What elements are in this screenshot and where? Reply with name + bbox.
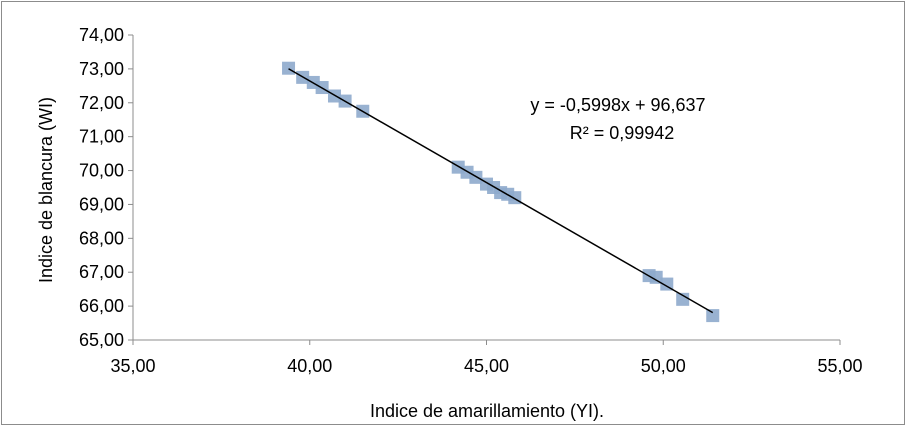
y-tick-label: 74,00 — [79, 25, 124, 45]
data-point — [676, 292, 690, 306]
y-tick-label: 72,00 — [79, 93, 124, 113]
trendline-r2: R² = 0,99942 — [570, 123, 675, 143]
x-axis-title: Indice de amarillamiento (YI). — [370, 401, 604, 421]
x-tick-labels: 35,00 40,00 45,00 50,00 55,00 — [110, 356, 862, 376]
y-tick-label: 69,00 — [79, 194, 124, 214]
data-point — [649, 270, 663, 284]
y-tick-label: 66,00 — [79, 296, 124, 316]
y-tick-label: 73,00 — [79, 59, 124, 79]
trendline-equation: y = -0,5998x + 96,637 — [530, 95, 705, 115]
y-axis-title: Indice de blancura (WI) — [36, 97, 56, 283]
y-tick-label: 71,00 — [79, 127, 124, 147]
x-tick-label: 35,00 — [110, 356, 155, 376]
x-tick-label: 40,00 — [287, 356, 332, 376]
y-tick-label: 65,00 — [79, 330, 124, 350]
data-point — [282, 61, 296, 75]
y-tick-label: 70,00 — [79, 161, 124, 181]
y-tick-label: 68,00 — [79, 228, 124, 248]
x-tick-label: 55,00 — [817, 356, 862, 376]
trendline — [288, 68, 714, 314]
x-tick-label: 45,00 — [464, 356, 509, 376]
axes — [128, 34, 841, 345]
data-points — [282, 61, 720, 323]
y-tick-label: 67,00 — [79, 262, 124, 282]
data-point — [706, 309, 720, 323]
x-tick-label: 50,00 — [641, 356, 686, 376]
y-tick-labels: 65,00 66,00 67,00 68,00 69,00 70,00 71,00 72,00… — [79, 25, 124, 350]
